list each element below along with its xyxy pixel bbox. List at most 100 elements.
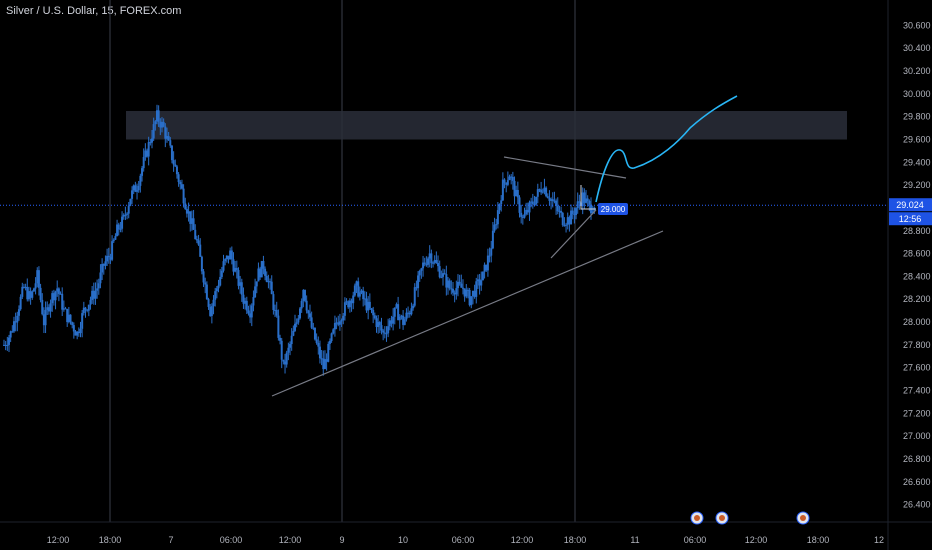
candle-body — [239, 282, 242, 286]
candle-body — [343, 302, 346, 316]
candle-body — [338, 321, 341, 325]
candle-body — [486, 255, 489, 271]
x-axis: 12:00 18:00 7 06:00 12:00 9 10 06:00 12:00 18:00 1… — [0, 521, 932, 545]
candle-body — [451, 288, 454, 293]
candle-body — [483, 264, 486, 272]
candle-body — [565, 224, 568, 226]
candle-body — [235, 267, 238, 271]
candle-body — [81, 313, 84, 329]
candle-body — [66, 308, 69, 323]
candle-body — [433, 260, 436, 263]
candle-body — [39, 287, 42, 300]
candle-body — [126, 213, 129, 215]
candle-body — [37, 270, 40, 288]
candle-body — [51, 293, 54, 304]
candle-body — [407, 312, 410, 314]
candle-body — [199, 244, 202, 257]
candle-body — [568, 217, 571, 225]
candle-body — [588, 200, 591, 205]
candle-body — [157, 110, 160, 122]
candle-body — [435, 260, 438, 264]
candle-body — [480, 280, 483, 286]
candle-body — [230, 250, 233, 260]
candle-body — [475, 281, 478, 297]
candle-body — [548, 197, 551, 201]
candle-body — [224, 259, 227, 262]
candle-body — [465, 289, 468, 297]
candle-body — [505, 182, 508, 185]
candle-body — [302, 290, 305, 301]
candle-body — [317, 342, 320, 347]
candle-body — [122, 214, 125, 217]
candle-body — [179, 182, 182, 185]
candle-body — [151, 138, 153, 143]
candle-body — [279, 337, 282, 341]
candle-body — [59, 293, 62, 295]
x-tick-label: 18:00 — [807, 535, 830, 545]
y-tick-label: 30.200 — [903, 66, 931, 76]
x-tick-label: 12:00 — [47, 535, 70, 545]
candle-body — [307, 310, 310, 314]
candle-body — [139, 175, 142, 186]
candle-body — [437, 263, 440, 267]
y-tick-label: 30.600 — [903, 20, 931, 30]
candle-body — [119, 228, 122, 230]
candle-body — [345, 301, 348, 303]
y-tick-label: 29.400 — [903, 157, 931, 167]
candle-body — [566, 217, 569, 225]
candle-body — [149, 142, 152, 144]
candle-body — [526, 209, 529, 213]
candle-body — [498, 204, 501, 211]
candle-body — [313, 327, 316, 340]
candle-body — [184, 203, 187, 210]
candle-body — [430, 253, 433, 264]
candle-body — [400, 315, 403, 317]
candle-body — [159, 121, 162, 128]
candle-body — [528, 202, 531, 213]
candle-body — [323, 359, 326, 370]
candle-body — [310, 317, 313, 328]
candle-body — [204, 282, 207, 285]
candle-body — [144, 150, 147, 158]
candle-body — [210, 306, 213, 316]
candle-body — [194, 229, 197, 240]
countdown-badge — [889, 212, 932, 226]
candle-body — [535, 196, 538, 205]
y-tick-label: 30.000 — [903, 89, 931, 99]
candle-body — [531, 201, 534, 205]
candle-body — [508, 176, 511, 181]
candle-body — [308, 313, 311, 318]
candle-body — [277, 315, 280, 338]
candle-body — [174, 164, 177, 167]
candle-body — [327, 343, 330, 362]
candle-body — [267, 281, 270, 283]
x-tick-label: 06:00 — [452, 535, 475, 545]
chart-title: Silver / U.S. Dollar, 15, FOREX.com — [6, 5, 182, 17]
candle-body — [107, 255, 110, 258]
candle-body — [225, 255, 228, 260]
measure-bracket — [580, 185, 596, 210]
candle-body — [34, 283, 37, 289]
candle-body — [303, 290, 306, 301]
event-marker-icon — [719, 515, 725, 521]
candle-body — [124, 214, 127, 216]
candle-body — [56, 288, 59, 292]
candle-body — [257, 268, 260, 282]
candle-body — [209, 306, 212, 316]
candle-body — [77, 331, 80, 334]
candle-body — [328, 340, 331, 344]
candle-body — [402, 315, 405, 325]
candle-body — [52, 293, 55, 301]
candle-body — [493, 224, 496, 231]
candle-body — [259, 268, 262, 278]
candle-body — [455, 288, 458, 295]
candle-body — [64, 308, 67, 310]
candle-body — [503, 179, 506, 183]
candle-body — [44, 309, 47, 326]
candle-body — [269, 281, 272, 283]
candle-body — [62, 308, 65, 310]
candle-body — [187, 211, 190, 214]
candle-body — [141, 168, 144, 176]
event-markers[interactable] — [690, 511, 810, 525]
